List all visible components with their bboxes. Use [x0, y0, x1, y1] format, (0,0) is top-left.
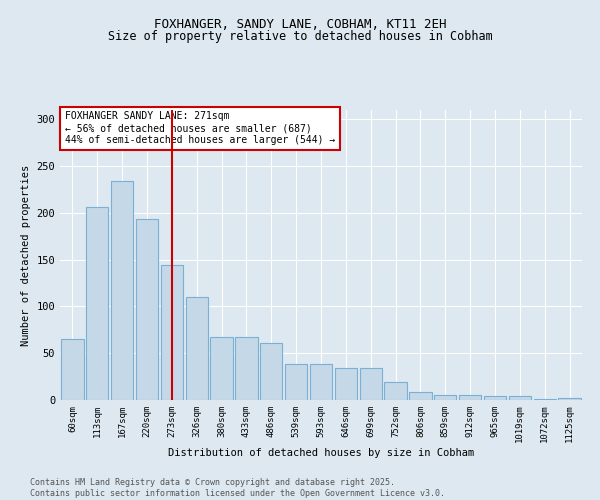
Bar [136, 220, 158, 400]
Text: FOXHANGER, SANDY LANE, COBHAM, KT11 2EH: FOXHANGER, SANDY LANE, COBHAM, KT11 2EH [154, 18, 446, 30]
Text: Contains HM Land Registry data © Crown copyright and database right 2025.
Contai: Contains HM Land Registry data © Crown c… [30, 478, 445, 498]
Bar [260, 343, 283, 400]
Bar [484, 396, 506, 400]
Bar [285, 364, 307, 400]
Text: FOXHANGER SANDY LANE: 271sqm
← 56% of detached houses are smaller (687)
44% of s: FOXHANGER SANDY LANE: 271sqm ← 56% of de… [65, 112, 335, 144]
Bar [559, 398, 581, 400]
Bar [310, 364, 332, 400]
Bar [359, 368, 382, 400]
Bar [61, 339, 83, 400]
X-axis label: Distribution of detached houses by size in Cobham: Distribution of detached houses by size … [168, 448, 474, 458]
Bar [409, 392, 431, 400]
Bar [434, 396, 457, 400]
Bar [111, 181, 133, 400]
Y-axis label: Number of detached properties: Number of detached properties [21, 164, 31, 346]
Bar [235, 338, 257, 400]
Bar [86, 208, 109, 400]
Bar [161, 266, 183, 400]
Bar [335, 368, 357, 400]
Bar [385, 382, 407, 400]
Bar [509, 396, 531, 400]
Bar [459, 396, 481, 400]
Bar [185, 297, 208, 400]
Bar [211, 338, 233, 400]
Bar [533, 399, 556, 400]
Text: Size of property relative to detached houses in Cobham: Size of property relative to detached ho… [107, 30, 493, 43]
